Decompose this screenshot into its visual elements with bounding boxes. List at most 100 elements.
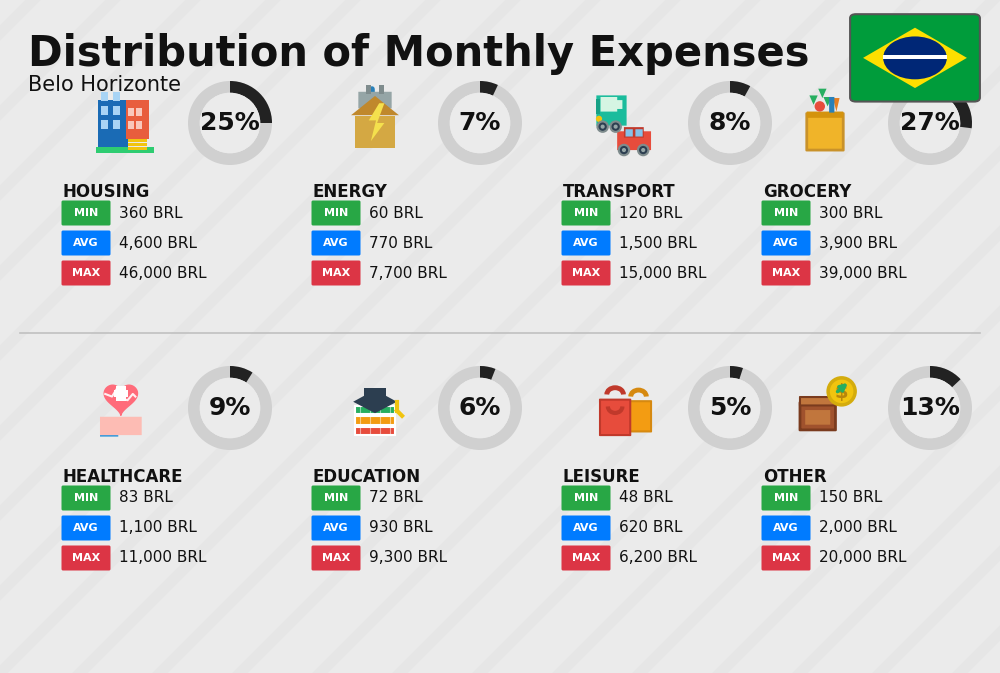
FancyBboxPatch shape: [62, 230, 110, 256]
Text: 9%: 9%: [209, 396, 251, 420]
Text: 8%: 8%: [709, 111, 751, 135]
FancyBboxPatch shape: [596, 96, 627, 126]
Circle shape: [900, 93, 960, 153]
Wedge shape: [730, 81, 750, 96]
Wedge shape: [730, 366, 743, 380]
Text: MAX: MAX: [772, 553, 800, 563]
Text: 13%: 13%: [900, 396, 960, 420]
Text: MIN: MIN: [74, 493, 98, 503]
Wedge shape: [438, 81, 522, 165]
Text: ENERGY: ENERGY: [313, 183, 388, 201]
FancyBboxPatch shape: [635, 129, 643, 137]
FancyBboxPatch shape: [624, 127, 644, 137]
Bar: [128, 147, 147, 150]
Polygon shape: [353, 390, 397, 413]
Text: 360 BRL: 360 BRL: [119, 205, 183, 221]
FancyBboxPatch shape: [114, 419, 120, 430]
Text: $: $: [835, 383, 848, 402]
Bar: [101, 92, 108, 101]
Bar: [113, 106, 120, 115]
Circle shape: [597, 121, 608, 132]
Text: AVG: AVG: [323, 523, 349, 533]
Text: 20,000 BRL: 20,000 BRL: [819, 551, 906, 565]
Text: MAX: MAX: [72, 268, 100, 278]
FancyBboxPatch shape: [601, 97, 617, 112]
FancyBboxPatch shape: [312, 260, 360, 285]
Text: HOUSING: HOUSING: [63, 183, 150, 201]
Circle shape: [450, 378, 510, 438]
Circle shape: [828, 378, 855, 405]
FancyBboxPatch shape: [807, 112, 843, 118]
Text: 3,900 BRL: 3,900 BRL: [819, 236, 897, 250]
Bar: [101, 120, 108, 129]
Bar: [136, 121, 142, 129]
Text: 4,600 BRL: 4,600 BRL: [119, 236, 197, 250]
Wedge shape: [688, 366, 772, 450]
Text: LEISURE: LEISURE: [563, 468, 641, 486]
Text: 9,300 BRL: 9,300 BRL: [369, 551, 447, 565]
Text: MAX: MAX: [322, 268, 350, 278]
FancyBboxPatch shape: [617, 131, 651, 150]
Text: 11,000 BRL: 11,000 BRL: [119, 551, 207, 565]
Text: AVG: AVG: [773, 523, 799, 533]
Text: GROCERY: GROCERY: [763, 183, 851, 201]
FancyBboxPatch shape: [562, 546, 610, 571]
Text: Distribution of Monthly Expenses: Distribution of Monthly Expenses: [28, 33, 810, 75]
FancyBboxPatch shape: [126, 100, 149, 139]
Text: AVG: AVG: [573, 523, 599, 533]
Circle shape: [596, 116, 602, 122]
Wedge shape: [930, 366, 961, 387]
FancyBboxPatch shape: [355, 406, 395, 415]
Wedge shape: [930, 81, 972, 129]
FancyBboxPatch shape: [615, 100, 622, 109]
Text: 27%: 27%: [900, 111, 960, 135]
Wedge shape: [188, 366, 272, 450]
Text: 120 BRL: 120 BRL: [619, 205, 682, 221]
Text: 83 BRL: 83 BRL: [119, 491, 173, 505]
Wedge shape: [230, 366, 253, 382]
Circle shape: [700, 378, 760, 438]
Polygon shape: [883, 55, 947, 59]
Text: 7,700 BRL: 7,700 BRL: [369, 266, 447, 281]
Bar: [128, 121, 134, 129]
Text: OTHER: OTHER: [763, 468, 827, 486]
Bar: [364, 388, 386, 403]
Text: 5%: 5%: [709, 396, 751, 420]
FancyBboxPatch shape: [762, 230, 810, 256]
Polygon shape: [833, 98, 840, 112]
Text: EDUCATION: EDUCATION: [313, 468, 421, 486]
FancyBboxPatch shape: [562, 201, 610, 225]
Text: 150 BRL: 150 BRL: [819, 491, 882, 505]
Text: AVG: AVG: [773, 238, 799, 248]
Bar: [101, 106, 108, 115]
Text: MAX: MAX: [772, 268, 800, 278]
FancyBboxPatch shape: [312, 230, 360, 256]
Circle shape: [450, 93, 510, 153]
FancyBboxPatch shape: [105, 419, 112, 430]
Text: MIN: MIN: [574, 208, 598, 218]
FancyBboxPatch shape: [312, 546, 360, 571]
Circle shape: [622, 148, 626, 152]
Circle shape: [619, 145, 629, 155]
Text: TRANSPORT: TRANSPORT: [563, 183, 676, 201]
Circle shape: [614, 125, 618, 129]
Circle shape: [700, 93, 760, 153]
Circle shape: [815, 101, 825, 112]
Text: 15,000 BRL: 15,000 BRL: [619, 266, 706, 281]
Bar: [116, 386, 126, 400]
FancyBboxPatch shape: [603, 100, 610, 109]
Text: 46,000 BRL: 46,000 BRL: [119, 266, 207, 281]
Wedge shape: [188, 81, 272, 165]
Wedge shape: [438, 366, 522, 450]
Polygon shape: [104, 385, 137, 415]
FancyBboxPatch shape: [762, 260, 810, 285]
Text: 7%: 7%: [459, 111, 501, 135]
FancyBboxPatch shape: [626, 401, 651, 431]
FancyBboxPatch shape: [829, 97, 834, 112]
FancyBboxPatch shape: [762, 546, 810, 571]
Circle shape: [883, 36, 947, 79]
FancyBboxPatch shape: [600, 400, 630, 435]
FancyBboxPatch shape: [62, 516, 110, 540]
Wedge shape: [688, 81, 772, 165]
FancyBboxPatch shape: [850, 14, 980, 102]
